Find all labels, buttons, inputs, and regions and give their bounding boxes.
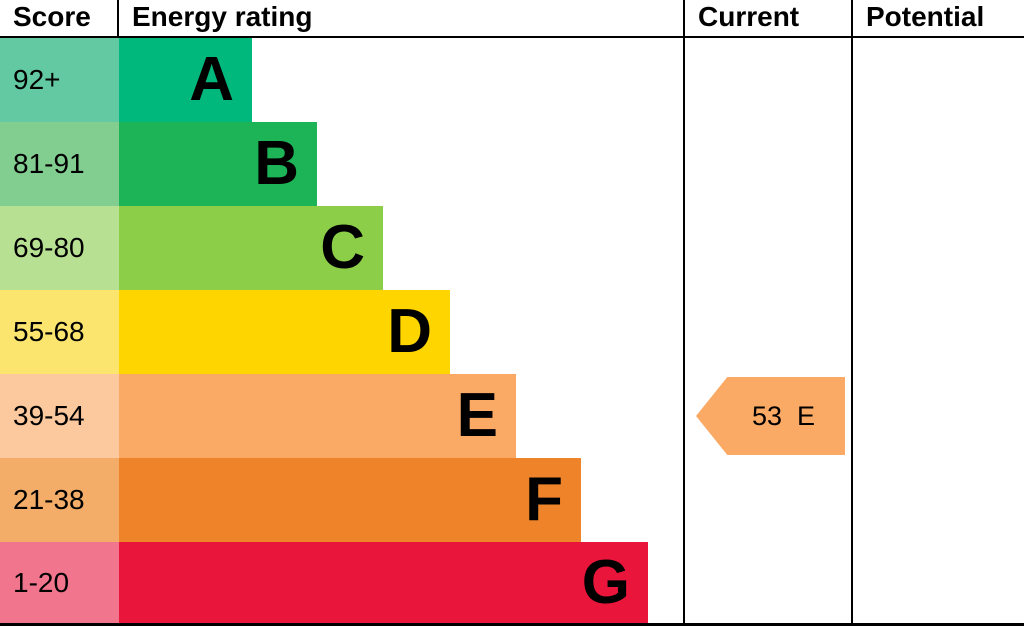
band-bar: C bbox=[119, 206, 383, 290]
current-cell bbox=[683, 206, 851, 290]
band-score-range: 1-20 bbox=[0, 542, 119, 623]
band-letter: F bbox=[525, 465, 563, 534]
band-bar-area: C bbox=[119, 206, 683, 290]
band-bar-area: E bbox=[119, 374, 683, 458]
current-cell bbox=[683, 542, 851, 623]
current-cell bbox=[683, 122, 851, 206]
band-row-c: 69-80 C bbox=[0, 206, 1024, 290]
potential-cell bbox=[851, 38, 1024, 122]
potential-cell bbox=[851, 374, 1024, 458]
band-score-range: 39-54 bbox=[0, 374, 119, 458]
band-score-range: 92+ bbox=[0, 38, 119, 122]
band-bar-area: B bbox=[119, 122, 683, 206]
current-cell bbox=[683, 38, 851, 122]
band-bar: B bbox=[119, 122, 317, 206]
potential-cell bbox=[851, 206, 1024, 290]
band-bar: G bbox=[119, 542, 648, 623]
band-row-d: 55-68 D bbox=[0, 290, 1024, 374]
current-rating-arrow: 53 E bbox=[696, 377, 845, 455]
score-column-header: Score bbox=[0, 0, 119, 36]
potential-column-header: Potential bbox=[851, 0, 1024, 36]
band-score-range: 69-80 bbox=[0, 206, 119, 290]
band-bar-area: D bbox=[119, 290, 683, 374]
current-cell bbox=[683, 290, 851, 374]
band-letter: C bbox=[320, 213, 365, 282]
band-letter: A bbox=[189, 45, 234, 114]
current-rating-letter: E bbox=[797, 400, 816, 431]
current-cell: 53 E bbox=[683, 374, 851, 458]
band-letter: G bbox=[581, 547, 630, 617]
band-bar: A bbox=[119, 38, 252, 122]
current-rating-value: 53 bbox=[751, 400, 783, 431]
band-row-f: 21-38 F bbox=[0, 458, 1024, 542]
band-row-b: 81-91 B bbox=[0, 122, 1024, 206]
band-row-e: 39-54 E 53 E bbox=[0, 374, 1024, 458]
band-row-a: 92+ A bbox=[0, 38, 1024, 122]
chart-header: Score Energy rating Current Potential bbox=[0, 0, 1024, 38]
potential-cell bbox=[851, 122, 1024, 206]
band-bar-area: G bbox=[119, 542, 683, 623]
band-bar: F bbox=[119, 458, 581, 542]
band-score-range: 81-91 bbox=[0, 122, 119, 206]
potential-cell bbox=[851, 458, 1024, 542]
band-bar-area: A bbox=[119, 38, 683, 122]
current-cell bbox=[683, 458, 851, 542]
band-score-range: 55-68 bbox=[0, 290, 119, 374]
band-letter: E bbox=[456, 381, 498, 450]
potential-cell bbox=[851, 542, 1024, 623]
band-bar-area: F bbox=[119, 458, 683, 542]
band-letter: B bbox=[254, 129, 299, 198]
band-bar: E bbox=[119, 374, 516, 458]
band-bar: D bbox=[119, 290, 450, 374]
current-column-header: Current bbox=[683, 0, 851, 36]
energy-rating-column-header: Energy rating bbox=[132, 1, 313, 32]
band-row-g: 1-20 G bbox=[0, 542, 1024, 626]
band-score-range: 21-38 bbox=[0, 458, 119, 542]
band-letter: D bbox=[387, 297, 432, 366]
potential-cell bbox=[851, 290, 1024, 374]
